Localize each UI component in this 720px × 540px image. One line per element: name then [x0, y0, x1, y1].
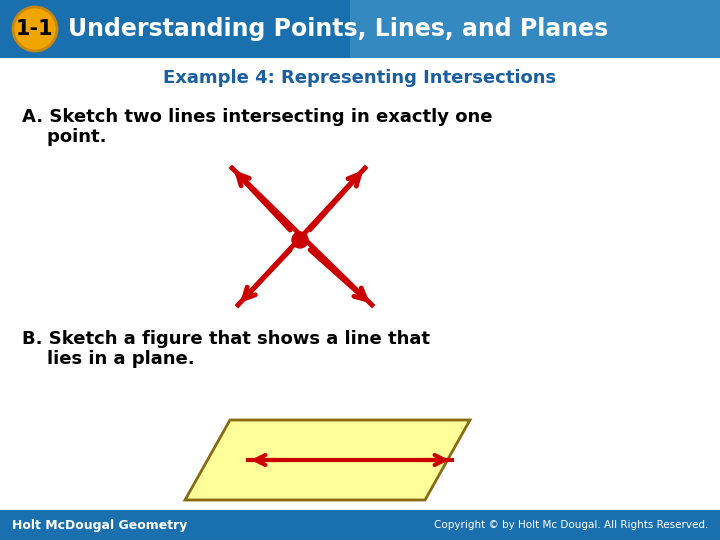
Text: B. Sketch a figure that shows a line that: B. Sketch a figure that shows a line tha… — [22, 330, 430, 348]
Bar — [0, 510, 720, 540]
Text: Example 4: Representing Intersections: Example 4: Representing Intersections — [163, 69, 557, 87]
Text: A. Sketch two lines intersecting in exactly one: A. Sketch two lines intersecting in exac… — [22, 108, 492, 126]
Bar — [0, 0, 720, 58]
Text: point.: point. — [22, 128, 107, 146]
Circle shape — [292, 232, 308, 248]
Text: Understanding Points, Lines, and Planes: Understanding Points, Lines, and Planes — [68, 17, 608, 41]
Text: Copyright © by Holt Mc Dougal. All Rights Reserved.: Copyright © by Holt Mc Dougal. All Right… — [433, 520, 708, 530]
Bar — [350, 0, 720, 58]
Polygon shape — [185, 420, 470, 500]
Text: 1-1: 1-1 — [16, 19, 54, 39]
Text: Holt McDougal Geometry: Holt McDougal Geometry — [12, 518, 187, 531]
Text: lies in a plane.: lies in a plane. — [22, 350, 194, 368]
Circle shape — [13, 7, 57, 51]
